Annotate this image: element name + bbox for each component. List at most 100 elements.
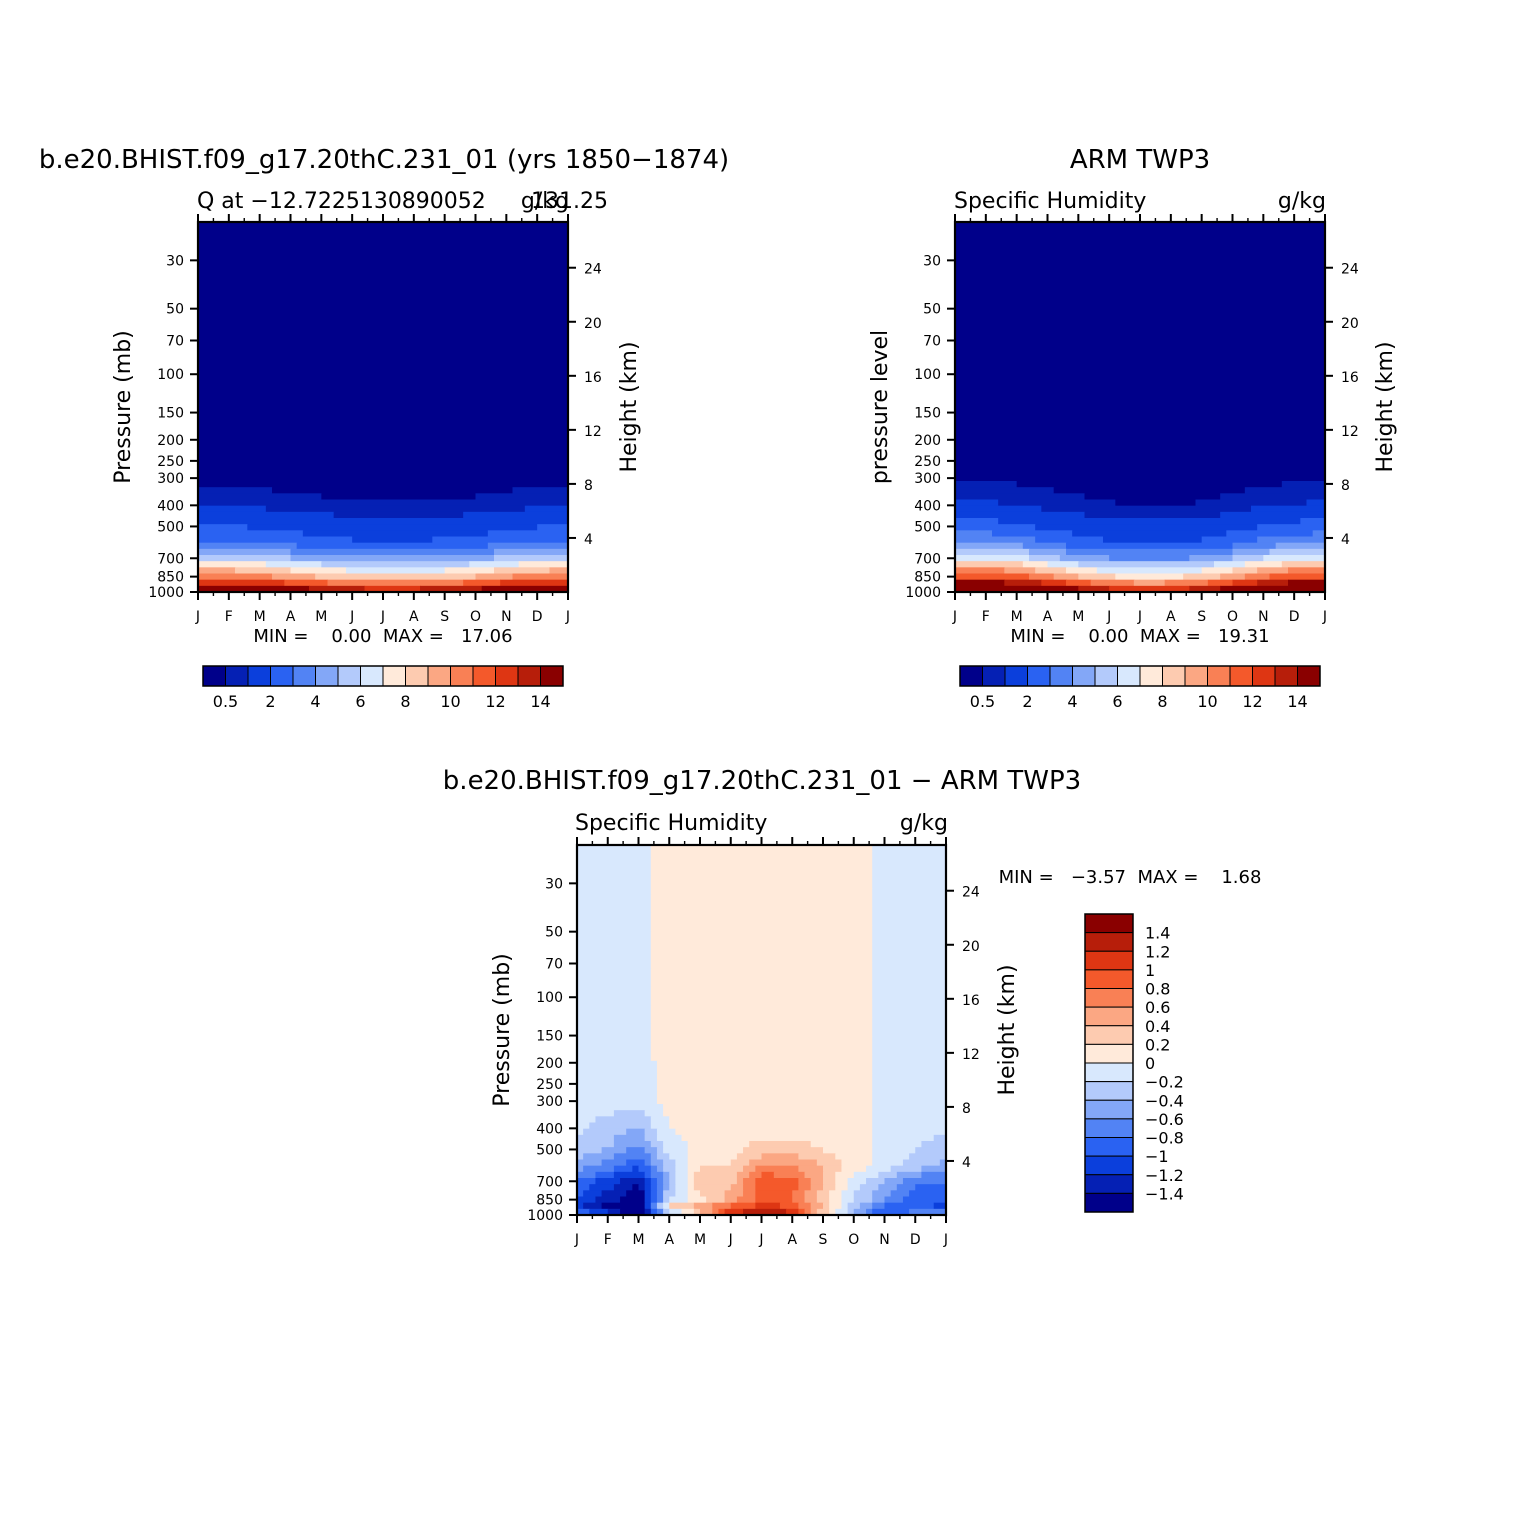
contour-cell	[669, 1122, 873, 1130]
contour-cell	[650, 925, 873, 932]
contour-cell	[1300, 518, 1325, 525]
colorbar-box	[1049, 665, 1073, 687]
x-tick-label: N	[501, 609, 511, 625]
contour-cell	[656, 1085, 873, 1093]
x-tick-label: M	[1072, 609, 1084, 625]
contour-cell	[1115, 573, 1184, 581]
contour-cell	[650, 1122, 670, 1130]
contour-cell	[663, 1178, 670, 1185]
contour-cell	[198, 388, 568, 396]
x-tick-label: J	[943, 1232, 948, 1248]
contour-cell	[872, 1116, 946, 1124]
contour-cell	[656, 1091, 873, 1099]
x-tick-label: A	[1043, 609, 1053, 625]
y-tick-label: 700	[536, 1174, 563, 1190]
x-tick-label: M	[254, 609, 266, 625]
contour-cell	[872, 1128, 946, 1136]
contour-cell	[512, 487, 568, 494]
contour-cell	[1189, 555, 1234, 562]
contour-cell	[1220, 511, 1325, 519]
y-tick-label: 70	[166, 333, 184, 349]
contour-cell	[198, 345, 568, 353]
contour-cell	[487, 530, 568, 538]
contour-cell	[1109, 555, 1190, 562]
colorbar-box	[337, 665, 361, 687]
contour-cell	[1214, 561, 1246, 568]
contour-cell	[872, 1036, 946, 1043]
contour-cell	[663, 1171, 670, 1179]
contour-cell	[1183, 573, 1221, 581]
contour-cell	[309, 585, 366, 592]
contour-cell	[198, 339, 568, 346]
contour-cell	[955, 425, 1325, 433]
contour-cell	[198, 450, 568, 457]
contour-cell	[198, 481, 568, 488]
difference-panel: b.e20.BHIST.f09_g17.20thC.231_01 − ARM T…	[443, 766, 1262, 1248]
model-colorbar: 0.5 2 4 6 8 10 12 14	[202, 665, 564, 711]
contour-cell	[601, 1147, 627, 1154]
x-tick-label: J	[1106, 609, 1111, 625]
contour-cell	[463, 579, 501, 587]
contour-cell	[352, 536, 433, 544]
contour-cell	[847, 1178, 867, 1185]
obs-y-axis-label: pressure level	[868, 330, 893, 484]
contour-cell	[583, 1128, 627, 1136]
contour-cell	[577, 949, 652, 957]
colorbar-label: 0.5	[970, 692, 995, 711]
colorbar-box	[1084, 1118, 1134, 1138]
colorbar-box	[202, 665, 226, 687]
colorbar-box	[405, 665, 429, 687]
contour-cell	[650, 962, 873, 969]
contour-cell	[755, 1202, 781, 1210]
contour-cell	[675, 1178, 689, 1185]
contour-cell	[198, 382, 568, 390]
colorbar-box	[292, 665, 316, 687]
contour-cell	[650, 1196, 658, 1204]
contour-cell	[663, 1147, 689, 1154]
contour-cell	[663, 1110, 873, 1117]
x-tick-label: J	[1322, 609, 1327, 625]
contour-cell	[955, 468, 1325, 476]
contour-cell	[1066, 548, 1234, 556]
contour-cell	[265, 561, 322, 568]
contour-cell	[1047, 561, 1079, 568]
contour-cell	[1029, 555, 1061, 562]
contour-cell	[955, 456, 1325, 464]
y-tick-label: 400	[157, 498, 184, 514]
colorbar-box	[1084, 913, 1134, 934]
contour-cell	[872, 1190, 892, 1198]
contour-cell	[663, 1196, 670, 1204]
colorbar-box	[982, 665, 1006, 687]
x-tick-label: A	[664, 1232, 674, 1248]
contour-cell	[706, 1196, 726, 1204]
contour-cell	[198, 259, 568, 266]
contour-cell	[494, 548, 568, 556]
contour-cell	[675, 1171, 689, 1179]
colorbar-box	[382, 665, 406, 687]
contour-cell	[804, 1171, 824, 1179]
contour-cell	[755, 1165, 799, 1173]
contour-cell	[577, 1085, 658, 1093]
contour-cell	[327, 579, 464, 587]
contour-cell	[644, 1147, 658, 1154]
y2-tick-label: 4	[1341, 532, 1350, 548]
contour-cell	[346, 567, 446, 575]
contour-cell	[198, 542, 298, 550]
contour-cell	[955, 246, 1325, 254]
colorbar-box	[1162, 665, 1186, 687]
contour-cell	[955, 228, 1325, 235]
contour-cell	[1306, 499, 1325, 507]
x-tick-label: O	[470, 609, 481, 625]
obs-unit-label: g/kg	[1278, 189, 1326, 214]
colorbar-box	[495, 665, 519, 687]
contour-cell	[1269, 548, 1325, 556]
contour-cell	[650, 1042, 873, 1050]
contour-cell	[650, 937, 873, 945]
contour-cell	[577, 857, 652, 865]
contour-cell	[537, 524, 568, 531]
contour-cell	[693, 1208, 701, 1215]
contour-cell	[955, 487, 1055, 494]
contour-cell	[955, 271, 1325, 279]
contour-cell	[872, 906, 946, 914]
